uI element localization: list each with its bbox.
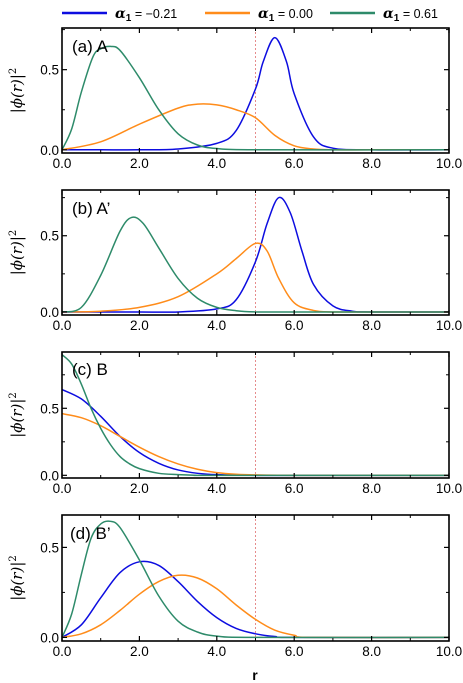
- x-tick-label: 4.0: [207, 481, 226, 496]
- x-tick-label: 10.0: [436, 644, 462, 659]
- x-tick-label: 6.0: [285, 644, 304, 659]
- chart-panel: 0.0 2.0 4.0 6.0 8.0 10.0 0.0 0.5 (a) A |ϕ(r)|2: [8, 27, 462, 171]
- y-tick-label: 0.5: [40, 401, 59, 416]
- chart-panel: 0.0 2.0 4.0 6.0 8.0 10.0 0.0 0.5 (b) A’ |ϕ(r)|2: [8, 189, 462, 333]
- x-tick-label: 2.0: [130, 318, 149, 333]
- y-axis-label: |ϕ(r)|2: [8, 230, 26, 276]
- x-tick-label: 6.0: [285, 318, 304, 333]
- legend-label: α1 = 0.00: [258, 6, 313, 24]
- legend-symbol: α: [115, 6, 126, 22]
- y-tick-label: 0.0: [40, 143, 59, 158]
- legend-value: = −0.21: [131, 7, 177, 21]
- y-tick-label: 0.0: [40, 305, 59, 320]
- legend-item: α1 = 0.61: [330, 6, 438, 24]
- x-tick-label: 6.0: [285, 156, 304, 171]
- legend-value: = 0.00: [274, 7, 313, 21]
- plot-frame: [61, 351, 450, 479]
- legend-item: α1 = −0.21: [62, 6, 177, 24]
- chart-panel: 0.0 2.0 4.0 6.0 8.0 10.0 0.0 0.5 (c) B |ϕ(r)|2: [8, 351, 462, 496]
- x-tick-label: 10.0: [436, 318, 462, 333]
- y-axis-label: |ϕ(r)|2: [8, 392, 26, 438]
- x-tick-label: 2.0: [130, 481, 149, 496]
- legend-symbol: α: [383, 6, 394, 22]
- panel-label: (a) A: [72, 37, 109, 56]
- x-tick-label: 4.0: [207, 644, 226, 659]
- panel-label: (d) B’: [70, 524, 111, 543]
- x-tick-label: 10.0: [436, 481, 462, 496]
- panel-label: (c) B: [72, 360, 108, 379]
- panel-label: (b) A’: [72, 199, 110, 218]
- x-tick-label: 0.0: [53, 318, 72, 333]
- x-tick-label: 0.0: [53, 644, 72, 659]
- x-tick-label: 4.0: [207, 318, 226, 333]
- series-line: [62, 216, 449, 313]
- y-axis-label: |ϕ(r)|2: [8, 68, 26, 114]
- y-tick-label: 0.5: [40, 63, 59, 78]
- x-tick-label: 0.0: [53, 156, 72, 171]
- legend-subscript: 1: [394, 13, 400, 24]
- y-tick-label: 0.5: [40, 540, 59, 555]
- chart-panel: 0.0 2.0 4.0 6.0 8.0 10.0 0.0 0.5 (d) B’ |ϕ(r)|2: [8, 514, 462, 659]
- x-tick-label: 0.0: [53, 481, 72, 496]
- x-tick-label: 4.0: [207, 156, 226, 171]
- x-axis-label: r: [252, 667, 258, 683]
- legend-label: α1 = −0.21: [115, 6, 177, 24]
- panels: 0.0 2.0 4.0 6.0 8.0 10.00.00.5(a) A|ϕ(r)|20.0…: [8, 27, 462, 659]
- x-tick-label: 8.0: [362, 644, 381, 659]
- plot-frame: [61, 514, 450, 642]
- legend-item: α1 = 0.00: [205, 6, 313, 24]
- legend-subscript: 1: [126, 13, 132, 24]
- legend: α1 = −0.21 α1 = 0.00 α1 = 0.61: [62, 6, 438, 24]
- x-tick-label: 8.0: [362, 156, 381, 171]
- x-tick-label: 8.0: [362, 318, 381, 333]
- series-line: [62, 520, 449, 639]
- x-tick-label: 6.0: [285, 481, 304, 496]
- y-tick-label: 0.5: [40, 229, 59, 244]
- series-line: [62, 574, 449, 639]
- y-tick-label: 0.0: [40, 630, 59, 645]
- x-tick-label: 2.0: [130, 156, 149, 171]
- series-line: [62, 242, 449, 313]
- plot-frame: [61, 189, 450, 316]
- legend-value: = 0.61: [399, 7, 438, 21]
- series-line: [62, 45, 449, 151]
- x-tick-label: 2.0: [130, 644, 149, 659]
- x-tick-label: 8.0: [362, 481, 381, 496]
- series-line: [62, 36, 449, 151]
- y-tick-label: 0.0: [40, 468, 59, 483]
- y-axis-label: |ϕ(r)|2: [8, 555, 26, 601]
- series-line: [62, 103, 449, 151]
- series-line: [62, 196, 449, 313]
- x-tick-label: 10.0: [436, 156, 462, 171]
- legend-label: α1 = 0.61: [383, 6, 438, 24]
- legend-subscript: 1: [269, 13, 275, 24]
- series-line: [62, 354, 449, 477]
- legend-symbol: α: [258, 6, 269, 22]
